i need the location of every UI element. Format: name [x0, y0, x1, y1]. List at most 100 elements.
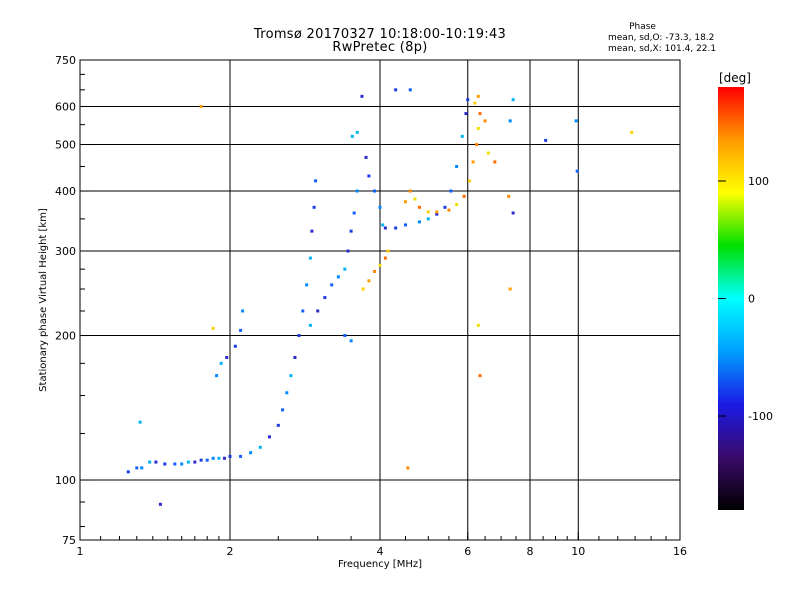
- data-point: [180, 462, 184, 466]
- phase-stat-o-label: mean, sd,O:: [608, 33, 663, 43]
- data-point: [199, 458, 203, 462]
- data-point: [148, 460, 152, 464]
- data-point: [383, 226, 387, 230]
- data-point: [378, 263, 382, 267]
- data-point: [408, 88, 412, 92]
- y-tick-label: 600: [55, 101, 76, 114]
- data-point: [443, 205, 447, 209]
- data-point: [483, 119, 487, 123]
- data-point: [199, 105, 203, 109]
- x-tick-label: 10: [571, 545, 585, 558]
- chart-subtitle: RwPretec (8p): [332, 40, 428, 55]
- x-tick-label: 16: [673, 545, 687, 558]
- data-point: [314, 179, 318, 183]
- data-point: [205, 458, 209, 462]
- data-point: [455, 164, 459, 168]
- data-point: [258, 445, 262, 449]
- data-point: [297, 334, 301, 338]
- y-tick-label: 400: [55, 185, 76, 198]
- data-point: [349, 229, 353, 233]
- y-tick-label: 750: [55, 54, 76, 67]
- data-point: [360, 94, 364, 98]
- data-point: [426, 210, 430, 214]
- data-point: [508, 287, 512, 291]
- data-point: [383, 256, 387, 260]
- x-tick-label: 6: [464, 545, 471, 558]
- data-point: [574, 119, 578, 123]
- data-point: [630, 130, 634, 134]
- data-point: [478, 374, 482, 378]
- data-point: [486, 151, 490, 155]
- data-point: [154, 460, 158, 464]
- data-point: [355, 130, 359, 134]
- data-point: [350, 134, 354, 138]
- data-point: [367, 279, 371, 283]
- data-point: [239, 454, 243, 458]
- data-point: [241, 309, 245, 313]
- data-point: [267, 435, 271, 439]
- data-point: [228, 454, 232, 458]
- data-point: [215, 374, 219, 378]
- data-point: [367, 174, 371, 178]
- phase-stat-x-label: mean, sd,X:: [608, 44, 662, 54]
- data-point: [211, 326, 215, 330]
- data-point: [343, 334, 347, 338]
- data-point: [163, 462, 167, 466]
- data-point: [305, 283, 309, 287]
- data-point: [408, 189, 412, 193]
- data-point: [508, 119, 512, 123]
- colorbar-label: [deg]: [719, 71, 751, 85]
- data-point: [373, 269, 377, 273]
- x-axis-ticks: 1 2 4 6 8 10 16: [77, 532, 687, 558]
- phase-stats-heading: Phase: [629, 22, 656, 32]
- data-points-layer: [126, 88, 634, 506]
- data-point: [323, 296, 327, 300]
- colorbar-tick-label: -100: [748, 410, 773, 423]
- data-point: [343, 267, 347, 271]
- colorbar-tick-label: 0: [748, 293, 755, 306]
- phase-stat-x: mean, sd,X: 101.4, 22.1: [608, 44, 716, 54]
- data-point: [417, 205, 421, 209]
- x-tick-label: 4: [377, 545, 384, 558]
- data-point: [493, 160, 497, 164]
- data-point: [575, 169, 579, 173]
- data-point: [312, 205, 316, 209]
- data-point: [135, 466, 139, 470]
- data-point: [511, 211, 515, 215]
- data-point: [249, 451, 253, 455]
- data-point: [476, 323, 480, 327]
- y-tick-label: 75: [62, 534, 76, 547]
- data-point: [471, 160, 475, 164]
- data-point: [468, 179, 472, 183]
- y-axis-ticks: 75 100 200 300 400 500 600 750: [55, 54, 90, 547]
- data-point: [355, 189, 359, 193]
- data-point: [511, 98, 515, 102]
- data-point: [361, 287, 365, 291]
- data-point: [276, 423, 280, 427]
- data-point: [233, 344, 237, 348]
- data-point: [158, 502, 162, 506]
- data-point: [381, 223, 385, 227]
- data-point: [219, 361, 223, 365]
- data-point: [316, 309, 320, 313]
- data-point: [308, 256, 312, 260]
- data-point: [225, 355, 229, 359]
- phase-stat-x-values: 101.4, 22.1: [664, 44, 717, 54]
- data-point: [193, 460, 197, 464]
- data-point: [289, 374, 293, 378]
- colorbar-tick-label: 100: [748, 175, 769, 188]
- y-axis-label: Stationary phase Virtual Height [km]: [38, 208, 49, 392]
- y-tick-label: 300: [55, 245, 76, 258]
- x-axis-label: Frequency [MHz]: [338, 559, 422, 570]
- data-point: [186, 460, 190, 464]
- data-point: [140, 466, 144, 470]
- data-point: [173, 462, 177, 466]
- y-tick-label: 100: [55, 474, 76, 487]
- data-point: [293, 355, 297, 359]
- data-point: [394, 226, 398, 230]
- y-tick-label: 200: [55, 330, 76, 343]
- data-point: [138, 420, 142, 424]
- data-point: [373, 189, 377, 193]
- data-point: [464, 112, 468, 116]
